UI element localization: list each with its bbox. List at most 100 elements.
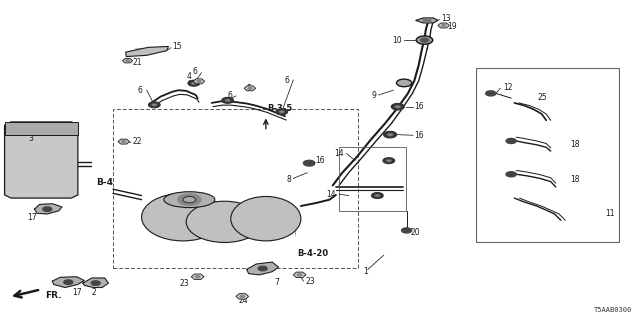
Circle shape bbox=[43, 207, 52, 212]
Text: 15: 15 bbox=[172, 42, 182, 51]
Circle shape bbox=[303, 160, 315, 166]
Text: 23: 23 bbox=[180, 279, 189, 288]
Text: 18: 18 bbox=[570, 175, 579, 184]
Text: 6: 6 bbox=[227, 92, 232, 100]
Circle shape bbox=[506, 172, 516, 177]
Bar bbox=[4, 122, 78, 135]
Circle shape bbox=[92, 281, 100, 285]
Text: T5AAB0300: T5AAB0300 bbox=[594, 307, 632, 313]
Polygon shape bbox=[125, 46, 168, 57]
Circle shape bbox=[64, 280, 73, 284]
Text: 20: 20 bbox=[410, 228, 420, 237]
Text: 22: 22 bbox=[132, 137, 141, 146]
Text: 4: 4 bbox=[187, 72, 192, 81]
Polygon shape bbox=[4, 122, 78, 198]
Text: 1: 1 bbox=[364, 267, 368, 276]
Circle shape bbox=[372, 193, 383, 198]
Circle shape bbox=[279, 110, 285, 113]
Circle shape bbox=[225, 99, 230, 102]
Circle shape bbox=[420, 38, 428, 42]
Circle shape bbox=[122, 140, 125, 143]
Text: B-4-20: B-4-20 bbox=[298, 249, 329, 258]
Text: 8: 8 bbox=[287, 175, 291, 184]
Text: 16: 16 bbox=[414, 102, 424, 111]
Circle shape bbox=[148, 102, 160, 108]
Text: 7: 7 bbox=[274, 278, 279, 287]
Text: 10: 10 bbox=[392, 36, 401, 44]
Circle shape bbox=[276, 109, 287, 115]
Text: 13: 13 bbox=[441, 14, 451, 23]
Polygon shape bbox=[244, 86, 255, 91]
Text: 5: 5 bbox=[246, 84, 251, 93]
Text: B-4: B-4 bbox=[96, 178, 113, 187]
Text: FR.: FR. bbox=[45, 291, 61, 300]
Circle shape bbox=[506, 139, 516, 143]
Text: 6: 6 bbox=[138, 86, 143, 95]
Text: 3: 3 bbox=[28, 134, 33, 143]
Circle shape bbox=[126, 60, 129, 61]
Bar bbox=[476, 68, 620, 243]
Text: 17: 17 bbox=[27, 213, 36, 222]
Text: 16: 16 bbox=[315, 156, 324, 165]
Text: 19: 19 bbox=[447, 22, 457, 31]
Circle shape bbox=[383, 158, 394, 164]
Circle shape bbox=[152, 103, 157, 106]
Polygon shape bbox=[52, 277, 84, 288]
Polygon shape bbox=[122, 59, 132, 63]
Bar bbox=[113, 109, 358, 268]
Ellipse shape bbox=[231, 196, 301, 241]
Circle shape bbox=[195, 276, 200, 278]
Circle shape bbox=[394, 105, 401, 108]
Circle shape bbox=[298, 274, 302, 276]
Circle shape bbox=[374, 194, 380, 197]
Bar bbox=[339, 147, 406, 211]
Polygon shape bbox=[118, 139, 129, 144]
Circle shape bbox=[486, 91, 496, 96]
Circle shape bbox=[386, 159, 392, 162]
Ellipse shape bbox=[164, 192, 215, 208]
Circle shape bbox=[416, 36, 433, 44]
Text: 11: 11 bbox=[605, 209, 615, 218]
Circle shape bbox=[222, 98, 234, 103]
Polygon shape bbox=[83, 278, 108, 288]
Polygon shape bbox=[438, 23, 449, 28]
Circle shape bbox=[183, 196, 196, 203]
Circle shape bbox=[248, 87, 252, 89]
Polygon shape bbox=[246, 262, 278, 275]
Text: 17: 17 bbox=[72, 288, 81, 297]
Circle shape bbox=[442, 25, 445, 27]
Circle shape bbox=[396, 79, 412, 87]
Circle shape bbox=[423, 19, 431, 22]
Polygon shape bbox=[415, 18, 438, 23]
Polygon shape bbox=[293, 272, 306, 277]
Text: 24: 24 bbox=[239, 296, 248, 305]
Ellipse shape bbox=[186, 201, 262, 243]
Text: 6: 6 bbox=[193, 67, 198, 76]
Polygon shape bbox=[236, 294, 248, 299]
Text: 18: 18 bbox=[570, 140, 579, 149]
Text: 6: 6 bbox=[285, 76, 289, 84]
Text: 23: 23 bbox=[306, 277, 316, 286]
Polygon shape bbox=[191, 274, 204, 279]
Circle shape bbox=[387, 133, 394, 136]
Circle shape bbox=[240, 295, 244, 298]
Circle shape bbox=[258, 266, 267, 271]
Text: 14: 14 bbox=[335, 148, 344, 157]
Text: 14: 14 bbox=[326, 190, 336, 199]
Polygon shape bbox=[35, 204, 62, 214]
Text: 12: 12 bbox=[504, 83, 513, 92]
Circle shape bbox=[401, 228, 412, 233]
Circle shape bbox=[191, 82, 196, 85]
Circle shape bbox=[384, 132, 396, 138]
Text: 21: 21 bbox=[132, 58, 141, 67]
Ellipse shape bbox=[141, 193, 225, 241]
Text: B-3-5: B-3-5 bbox=[268, 104, 293, 113]
Circle shape bbox=[178, 194, 201, 205]
Circle shape bbox=[188, 80, 200, 86]
Text: 9: 9 bbox=[371, 92, 376, 100]
Polygon shape bbox=[193, 79, 205, 84]
Circle shape bbox=[197, 80, 201, 82]
Text: 25: 25 bbox=[538, 93, 548, 102]
Circle shape bbox=[392, 104, 404, 110]
Text: 16: 16 bbox=[414, 131, 424, 140]
